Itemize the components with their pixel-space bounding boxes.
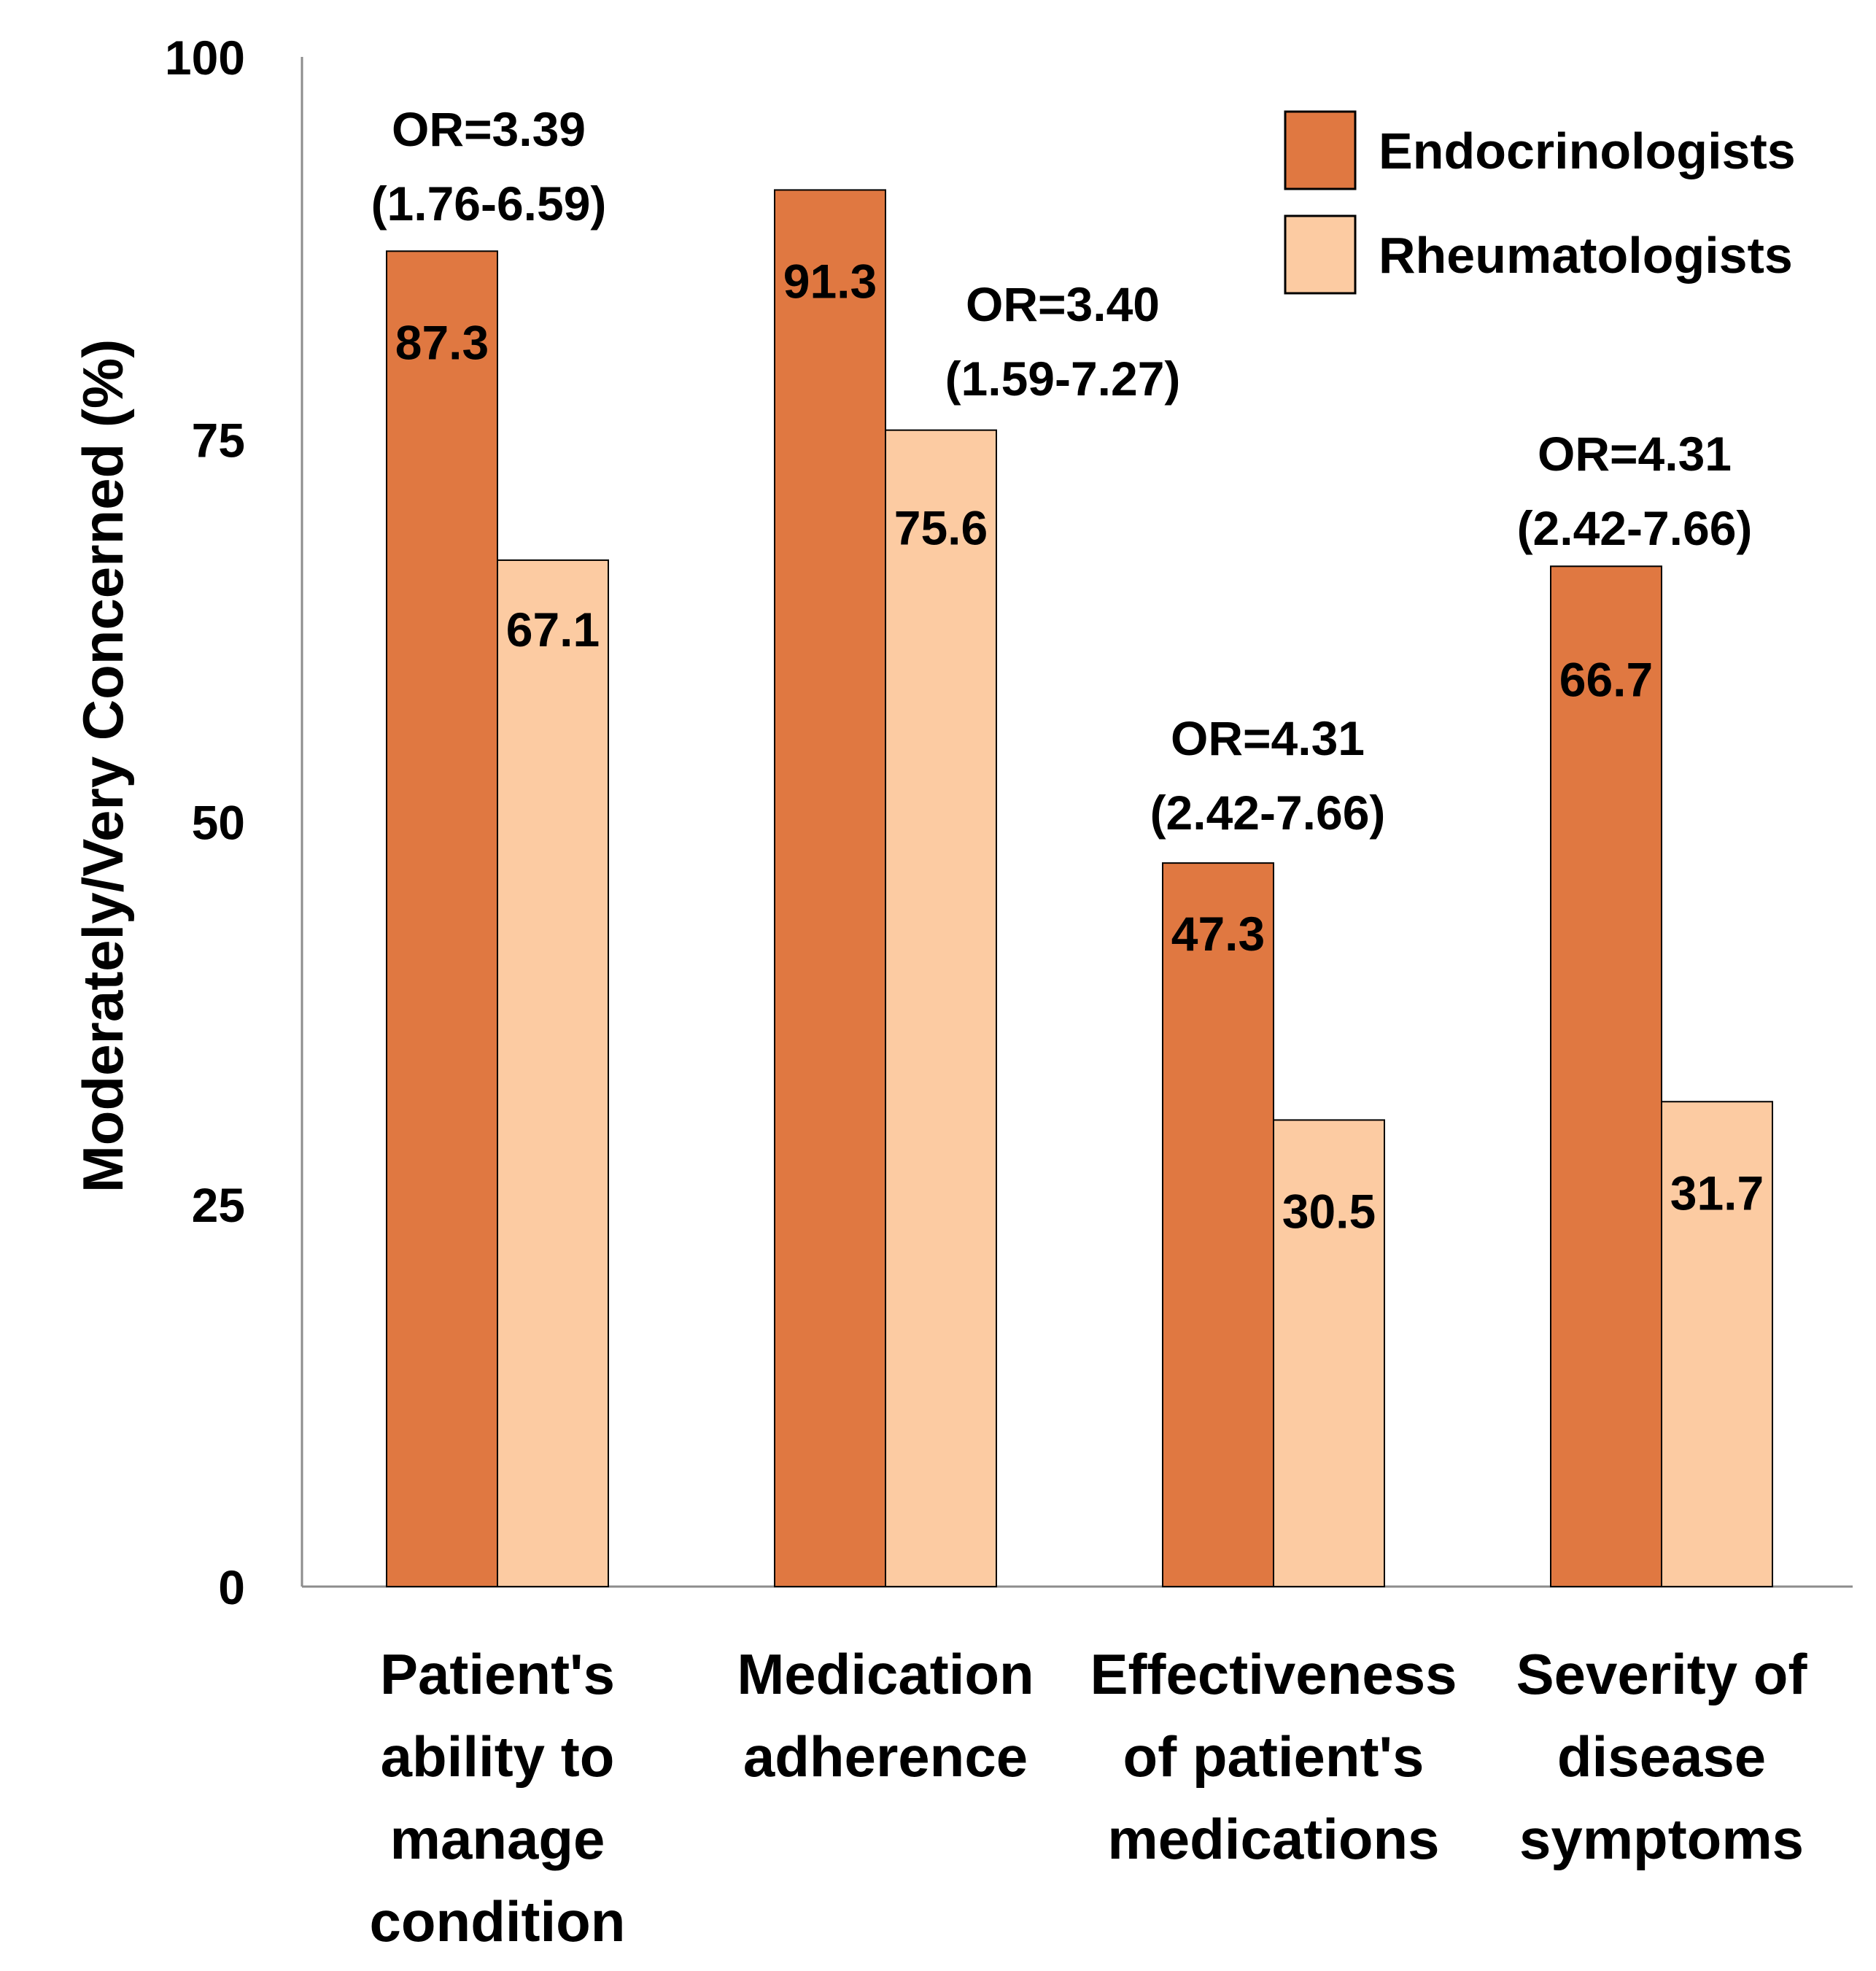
bars <box>386 189 1773 1588</box>
y-axis-title: Moderately/Very Concerned (%) <box>71 339 135 1193</box>
bar-value-label: 30.5 <box>1282 1184 1376 1238</box>
bar-value-label: 75.6 <box>894 501 988 555</box>
confidence-interval-label: (2.42-7.66) <box>1150 786 1386 840</box>
y-tick-label: 0 <box>218 1560 245 1614</box>
category-label: ability to <box>381 1724 615 1789</box>
category-label: manage <box>390 1807 605 1871</box>
bar-rheumatologists <box>497 559 609 1588</box>
y-tick-labels: 0 25 50 75 100 <box>165 31 245 1614</box>
bar-rheumatologists <box>1273 1119 1385 1588</box>
bar-endocrinologists <box>774 189 886 1588</box>
bar-endocrinologists <box>386 250 498 1588</box>
legend: Endocrinologists Rheumatologists <box>1284 110 1796 295</box>
bar-value-label: 47.3 <box>1171 907 1265 961</box>
category-label: Patient's <box>380 1642 615 1706</box>
category-label: Effectiveness <box>1090 1642 1457 1706</box>
bar-value-label: 67.1 <box>506 603 600 657</box>
legend-label: Endocrinologists <box>1379 123 1796 179</box>
y-tick-label: 100 <box>165 31 245 85</box>
bar-endocrinologists <box>1162 862 1274 1587</box>
value-labels: 87.3 67.1 91.3 75.6 47.3 30.5 66.7 31.7 <box>395 254 1764 1238</box>
category-label: Medication <box>737 1642 1034 1706</box>
y-axis-title-group: Moderately/Very Concerned (%) <box>71 339 135 1193</box>
category-label: symptoms <box>1519 1807 1804 1871</box>
bar-value-label: 66.7 <box>1559 652 1653 706</box>
odds-ratio-label: OR=3.39 <box>392 102 586 156</box>
odds-ratio-label: OR=4.31 <box>1171 711 1365 765</box>
confidence-interval-label: (1.76-6.59) <box>371 177 607 231</box>
category-label: of patient's <box>1123 1724 1425 1789</box>
confidence-interval-label: (1.59-7.27) <box>945 352 1181 406</box>
y-tick-label: 25 <box>192 1178 245 1232</box>
bar-rheumatologists <box>1661 1101 1773 1587</box>
legend-swatch <box>1284 214 1357 295</box>
odds-ratio-annotations: OR=3.39 (1.76-6.59) OR=3.40 (1.59-7.27) OR=4… <box>371 102 1753 840</box>
category-label: medications <box>1107 1807 1439 1871</box>
confidence-interval-label: (2.42-7.66) <box>1517 501 1753 555</box>
odds-ratio-label: OR=3.40 <box>966 277 1160 331</box>
category-label: adherence <box>743 1724 1028 1789</box>
legend-label: Rheumatologists <box>1379 227 1793 284</box>
category-label: Severity of <box>1516 1642 1808 1706</box>
bar-value-label: 91.3 <box>783 254 877 308</box>
bar-value-label: 31.7 <box>1670 1166 1764 1220</box>
bar-value-label: 87.3 <box>395 315 489 369</box>
category-label: condition <box>370 1889 626 1953</box>
y-tick-label: 50 <box>192 796 245 850</box>
legend-swatch <box>1284 110 1357 190</box>
bar-rheumatologists <box>885 429 997 1588</box>
category-labels: Patient's ability to manage condition Medica… <box>370 1642 1808 1953</box>
y-tick-label: 75 <box>192 413 245 467</box>
category-label: disease <box>1557 1724 1766 1789</box>
odds-ratio-label: OR=4.31 <box>1538 427 1732 481</box>
bar-endocrinologists <box>1550 565 1662 1587</box>
